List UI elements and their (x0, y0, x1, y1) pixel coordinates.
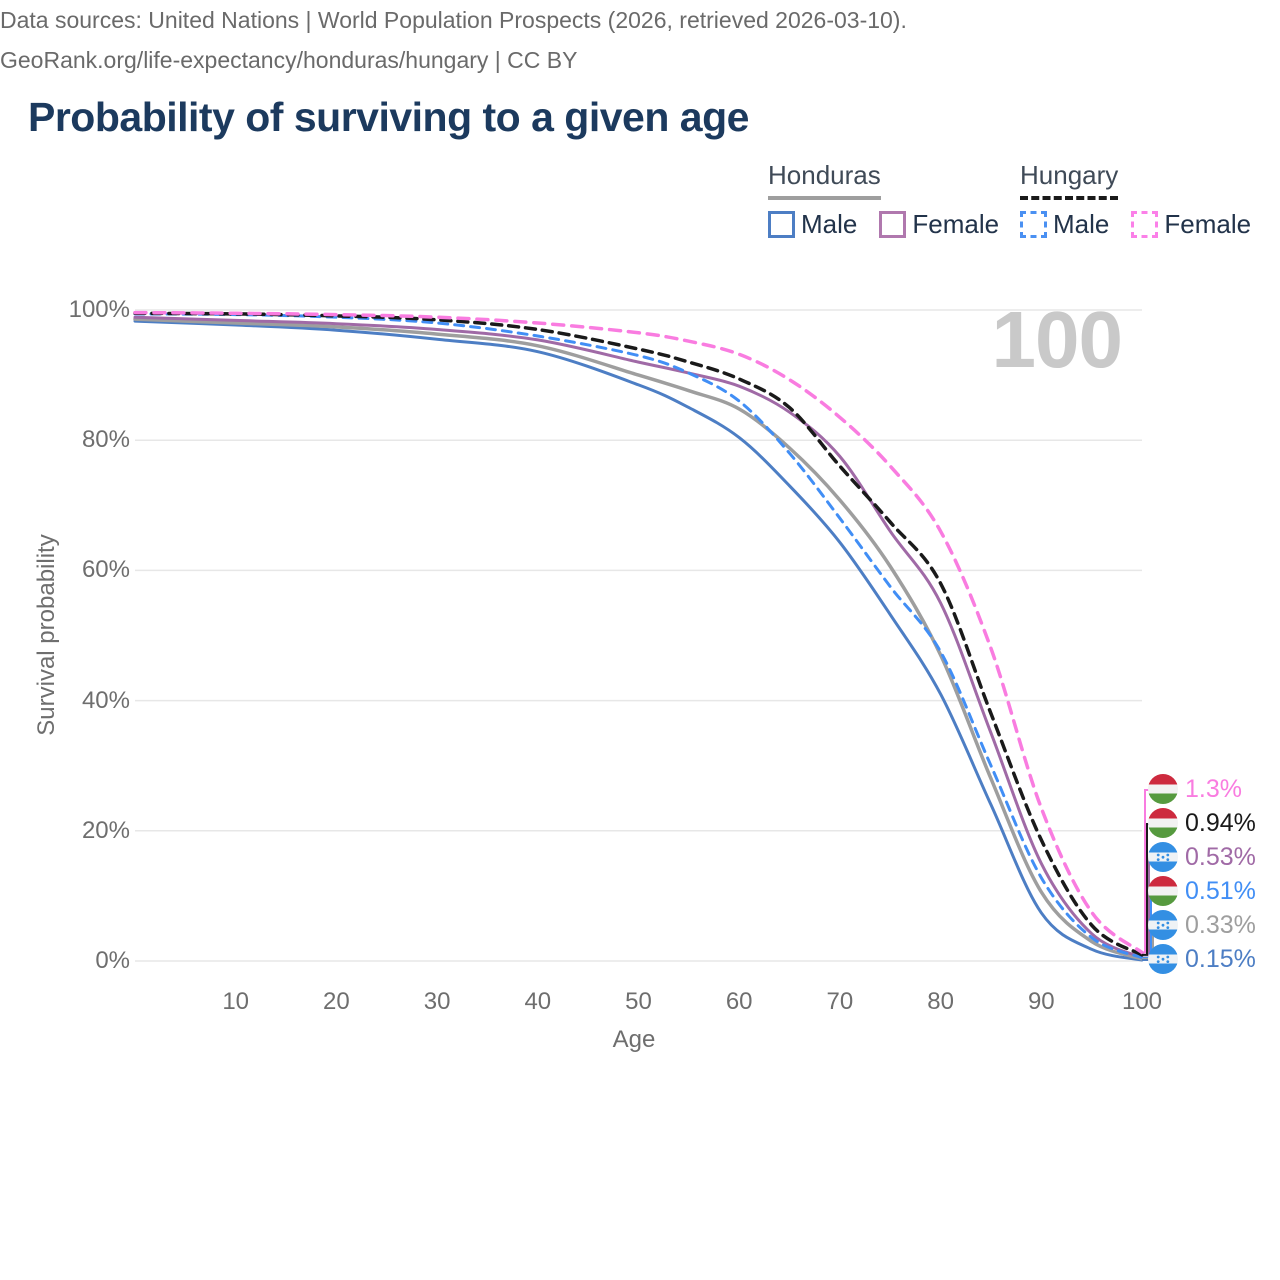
legend-item-label: Male (1053, 209, 1110, 239)
x-tick-50: 50 (625, 988, 652, 1015)
flag-honduras-icon (1148, 842, 1178, 872)
y-tick-40: 40% (81, 686, 130, 714)
chart-title: Probability of surviving to a given age (28, 94, 749, 140)
legend-item-hungary-male[interactable]: Male (1020, 209, 1109, 240)
series-line-hungary-female[interactable] (133, 310, 1144, 955)
end-label-hungary-male: 0.51% (1148, 876, 1256, 906)
series-line-hungary-total[interactable] (133, 311, 1144, 957)
footer-data-sources: Data sources: United Nations | World Pop… (0, 7, 907, 33)
end-label-value: 0.94% (1185, 808, 1256, 837)
legend-country-honduras: Honduras (768, 160, 881, 200)
legend-swatch-honduras-male (768, 211, 795, 238)
legend-item-honduras-female[interactable]: Female (879, 209, 999, 240)
legend-swatch-hungary-female (1131, 211, 1159, 238)
legend-swatch-honduras-female (879, 211, 907, 238)
legend-item-label: Male (801, 209, 858, 239)
y-tick-0: 0% (95, 947, 130, 974)
x-tick-90: 90 (1027, 988, 1055, 1015)
legend-items-hungary: Male Female (1020, 209, 1251, 240)
end-label-value: 0.53% (1185, 842, 1256, 871)
footer-attribution: GeoRank.org/life-expectancy/honduras/hun… (0, 47, 578, 73)
legend-group-honduras: Honduras Male Female (768, 160, 999, 240)
y-tick-60: 60% (81, 556, 130, 584)
legend-group-hungary: Hungary Male Female (1020, 160, 1251, 240)
flag-hungary-icon (1148, 876, 1178, 906)
legend-item-honduras-male[interactable]: Male (768, 209, 857, 240)
x-tick-40: 40 (524, 988, 552, 1015)
legend-item-label: Female (912, 209, 1000, 239)
gridlines (135, 309, 1142, 962)
end-label-value: 0.51% (1185, 876, 1256, 905)
x-tick-100: 100 (1121, 988, 1163, 1015)
x-tick-80: 80 (927, 988, 954, 1015)
y-tick-100: 100% (68, 296, 130, 323)
end-label-hungary-total: 0.94% (1148, 808, 1256, 838)
footer: Data sources: United Nations | World Pop… (0, 0, 1200, 80)
series-curves (133, 310, 1144, 962)
y-tick-80: 80% (81, 426, 130, 454)
series-line-honduras-male[interactable] (133, 319, 1144, 962)
legend-item-hungary-female[interactable]: Female (1131, 209, 1251, 240)
x-tick-70: 70 (826, 988, 854, 1015)
end-label-honduras-total: 0.33% (1148, 910, 1256, 940)
x-tick-10: 10 (222, 988, 250, 1015)
series-line-hungary-male[interactable] (133, 312, 1144, 960)
age-watermark: 100 (991, 295, 1123, 384)
y-tick-20: 20% (81, 816, 130, 844)
x-axis-label: Age (612, 1026, 656, 1053)
y-axis-label: Survival probability (33, 534, 60, 736)
end-label-value: 1.3% (1185, 774, 1242, 803)
end-label-value: 0.33% (1185, 910, 1256, 939)
legend-item-label: Female (1164, 209, 1252, 239)
end-label-honduras-male: 0.15% (1148, 944, 1256, 974)
end-label-hungary-female: 1.3% (1148, 774, 1242, 804)
legend-items-honduras: Male Female (768, 209, 999, 240)
legend-country-hungary: Hungary (1020, 160, 1119, 200)
legend-swatch-hungary-male (1020, 211, 1047, 238)
x-tick-30: 30 (423, 988, 451, 1015)
flag-hungary-icon (1148, 808, 1178, 838)
end-label-honduras-female: 0.53% (1148, 842, 1256, 872)
flag-honduras-icon (1148, 944, 1178, 974)
x-tick-60: 60 (725, 988, 753, 1015)
series-line-honduras-total[interactable] (133, 317, 1144, 961)
end-label-value: 0.15% (1185, 944, 1256, 973)
series-line-honduras-female[interactable] (133, 315, 1144, 959)
flag-hungary-icon (1148, 774, 1178, 804)
flag-honduras-icon (1148, 910, 1178, 940)
x-tick-20: 20 (323, 988, 350, 1015)
